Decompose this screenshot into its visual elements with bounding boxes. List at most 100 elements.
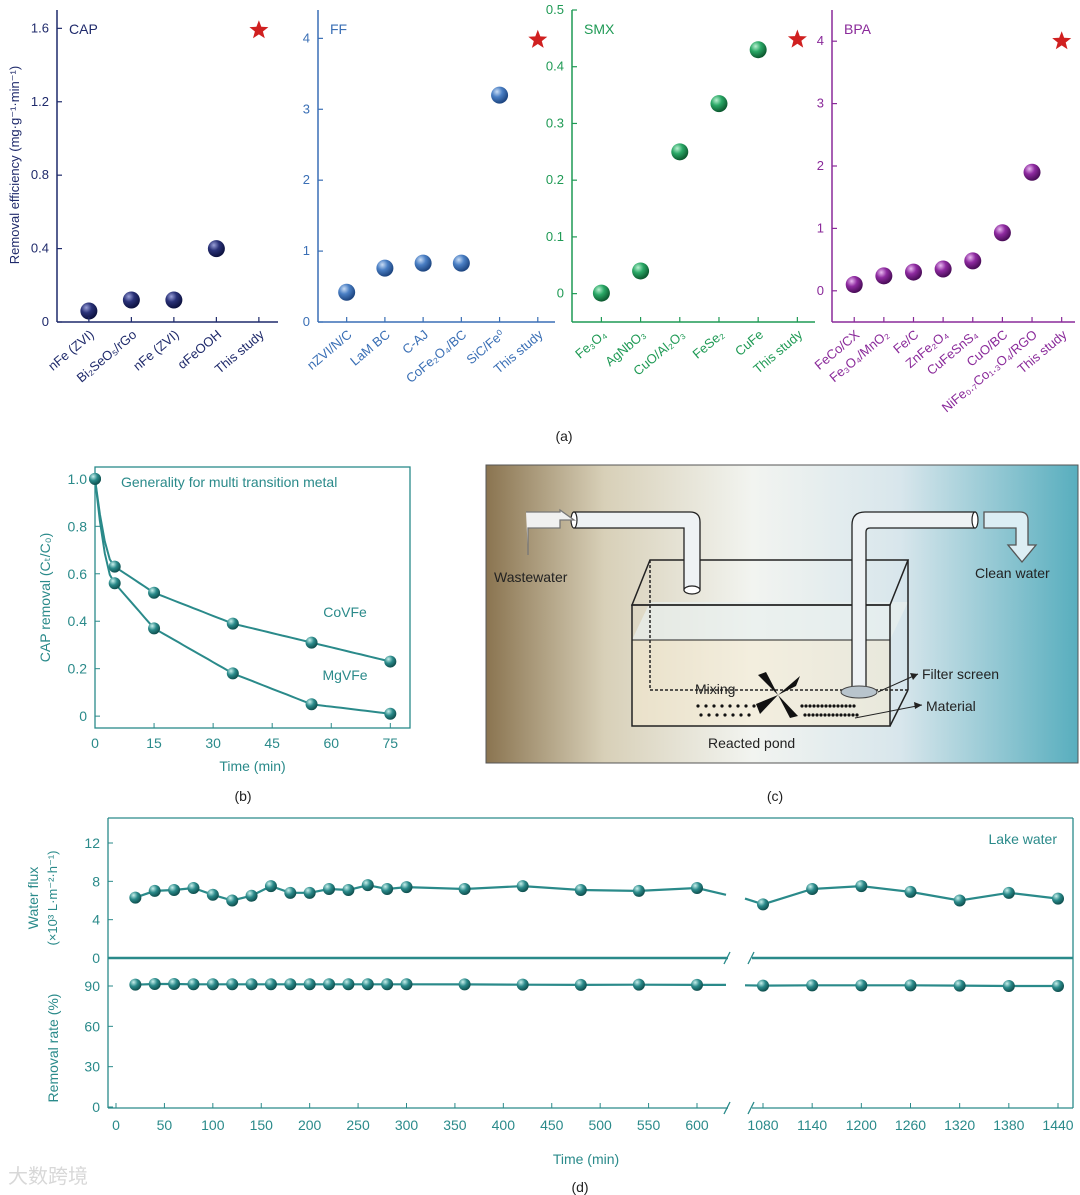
data-point xyxy=(384,707,397,720)
material-dot xyxy=(851,713,855,717)
data-point xyxy=(108,560,121,573)
x-tick-label: 350 xyxy=(443,1117,467,1133)
data-point xyxy=(122,291,140,309)
x-tick-label: 400 xyxy=(492,1117,516,1133)
y-tick-label: 0.6 xyxy=(68,566,88,582)
removal-rate-left-point xyxy=(381,978,394,991)
material-dot xyxy=(855,713,859,717)
data-point xyxy=(904,263,922,281)
y-tick-label: 1 xyxy=(303,243,310,258)
water-flux-right-point xyxy=(953,894,966,907)
material-pointer-head xyxy=(914,702,922,709)
x-tick-label: 1440 xyxy=(1042,1117,1073,1133)
material-dot xyxy=(736,704,740,708)
data-point xyxy=(452,254,470,272)
water-flux-left-point xyxy=(516,880,529,893)
x-tick-label: 200 xyxy=(298,1117,322,1133)
subplot-bpa: BPA01234FeCo/CXFe₃O₄/MnO₂Fe/CZnFe₂O₄CuFe… xyxy=(812,10,1075,415)
y-tick-label: 0 xyxy=(303,314,310,329)
data-point xyxy=(226,617,239,630)
y-tick-label: 0 xyxy=(42,314,49,329)
data-point xyxy=(710,95,728,113)
panel-d-label: (d) xyxy=(571,1179,588,1195)
material-dot xyxy=(840,704,844,708)
removal-rate-left-point xyxy=(226,978,239,991)
y-tick-label: 3 xyxy=(303,101,310,116)
tank-water xyxy=(632,602,908,640)
x-tick-label: 15 xyxy=(146,735,162,751)
water-flux-left-point xyxy=(226,894,239,907)
x-tick-label: 300 xyxy=(395,1117,419,1133)
data-point xyxy=(305,698,318,711)
removal-rate-left-point xyxy=(691,978,703,991)
y-tick-label: 0.3 xyxy=(546,115,564,130)
axis-break-mark xyxy=(723,1101,731,1115)
y-tick-label: 1.6 xyxy=(31,20,49,35)
removal-rate-left-point xyxy=(264,978,277,991)
material-dot xyxy=(744,704,748,708)
series-label: MgVFe xyxy=(322,667,367,683)
y-tick-label: 1.0 xyxy=(68,471,88,487)
filter-pointer xyxy=(877,673,919,693)
y-tick-label: 0.4 xyxy=(68,613,88,629)
material-dot xyxy=(820,704,824,708)
data-star xyxy=(1052,31,1072,50)
series-line-mgvfe xyxy=(94,478,391,715)
watermark: 大数跨境 xyxy=(8,1164,88,1188)
y-tick-label: 4 xyxy=(817,33,824,48)
y-tick-label: 8 xyxy=(92,873,100,889)
material-dot xyxy=(816,704,820,708)
water-flux-right-point xyxy=(855,880,868,893)
water-flux-left-point xyxy=(381,883,394,895)
y-tick-label: 0.4 xyxy=(31,241,49,256)
data-point xyxy=(491,86,509,104)
tank-water-front xyxy=(632,640,890,726)
water-flux-left-point xyxy=(574,883,587,896)
removal-rate-left-point xyxy=(516,978,529,991)
water-flux-left-point xyxy=(632,884,645,897)
material-dot xyxy=(811,713,815,717)
material-dot xyxy=(844,704,848,708)
panel-b-title: Generality for multi transition metal xyxy=(121,474,337,490)
water-flux-left-point xyxy=(148,884,161,897)
material-dot xyxy=(852,704,856,708)
water-flux-left-point xyxy=(168,883,181,896)
material-dot xyxy=(731,713,735,717)
water-flux-right-point xyxy=(1052,892,1064,905)
data-point xyxy=(993,224,1011,242)
subplot-title: SMX xyxy=(584,21,615,37)
water-flux-left-point xyxy=(284,886,297,899)
removal-rate-right-point xyxy=(757,979,769,992)
y-tick-label: 0 xyxy=(79,708,87,724)
y-tick-label: 12 xyxy=(84,835,100,851)
wastewater-label: Wastewater xyxy=(494,569,568,585)
x-tick-label: 1140 xyxy=(797,1117,827,1133)
data-point xyxy=(671,143,689,161)
x-tick-label: 1080 xyxy=(747,1117,778,1133)
y-tick-label: 2 xyxy=(817,158,824,173)
material-dot xyxy=(836,704,840,708)
removal-rate-left-point xyxy=(574,978,587,991)
series-line-covfe xyxy=(94,478,391,663)
data-point xyxy=(749,41,767,59)
x-tick-label: 1320 xyxy=(944,1117,975,1133)
panel-b: 0 15 30 45 60 75 0 0.2 0.4 0.6 0.8 1.0 Time (min) CAP… xyxy=(37,466,411,774)
y-tick-label: 0.2 xyxy=(546,172,564,187)
series-label: CoVFe xyxy=(323,604,367,620)
material-dot xyxy=(835,713,839,717)
water-flux-right-point xyxy=(806,883,819,895)
data-point xyxy=(384,655,397,668)
y-tick-label: 4 xyxy=(303,30,310,45)
y-tick-label: 1.2 xyxy=(31,94,49,109)
water-flux-left-point xyxy=(206,888,219,901)
material-dot xyxy=(707,713,711,717)
x-tick-label: 1200 xyxy=(846,1117,877,1133)
y-tick-label: 0.8 xyxy=(68,518,88,534)
material-dot xyxy=(696,704,700,708)
removal-rate-right-point xyxy=(1052,980,1064,992)
x-tick-label: 50 xyxy=(157,1117,173,1133)
material-dot xyxy=(715,713,719,717)
y-axis-label-top-unit: (×10³ L·m⁻²·h⁻¹) xyxy=(45,851,60,946)
